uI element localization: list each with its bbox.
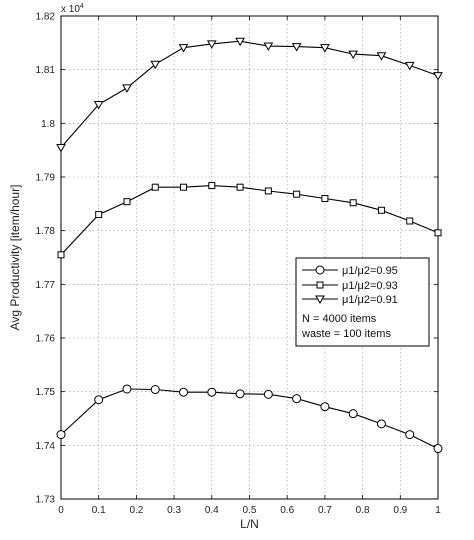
x-axis-label: L/N (240, 517, 259, 531)
data-point-triangle (291, 43, 302, 52)
y-exponent-power: 4 (80, 3, 84, 10)
data-point-circle (292, 394, 302, 404)
x-tick-label: 1 (435, 505, 441, 516)
annotation-waste: waste = 100 items (301, 328, 391, 340)
data-point-square (236, 183, 244, 191)
data-point-circle (150, 385, 160, 395)
data-point-triangle (93, 101, 104, 110)
data-point-circle (263, 389, 273, 399)
x-tick-label: 0.3 (167, 505, 181, 516)
data-point-square (123, 198, 131, 206)
data-point-square (95, 211, 103, 219)
data-point-square (377, 206, 385, 214)
y-exponent: x 104 (61, 3, 84, 15)
data-point-square (180, 183, 188, 191)
data-point-square (406, 217, 414, 225)
legend: μ1/μ2=0.95 μ1/μ2=0.93 μ1/μ2=0.91 N = 400… (295, 257, 430, 347)
y-tick-label: 1.79 (36, 173, 56, 184)
data-point-circle (56, 430, 66, 440)
y-tick-label: 1.77 (36, 280, 56, 291)
y-tick-label: 1.8 (41, 119, 55, 130)
annotation-n-items: N = 4000 items (302, 313, 377, 325)
data-point-triangle (263, 42, 274, 52)
series-line-1 (60, 185, 439, 256)
data-point-square (151, 183, 159, 191)
x-tick-labels: 0 0.1 0.2 0.3 0.4 0.5 0.6 0.7 0.8 0.9 1 (58, 505, 441, 516)
data-point-square (293, 190, 301, 198)
legend-label-1: μ1/μ2=0.93 (342, 280, 398, 292)
y-tick-labels: 1.73 1.74 1.75 1.76 1.77 1.78 1.79 1.8 1.81 1.82 (36, 12, 56, 506)
y-tick-label: 1.75 (36, 387, 56, 398)
legend-marker-circle (315, 265, 325, 275)
legend-marker-square (316, 281, 324, 289)
data-point-triangle (122, 84, 132, 93)
data-point-triangle (404, 61, 415, 71)
y-tick-label: 1.81 (36, 65, 56, 76)
data-point-triangle (178, 44, 189, 53)
y-tick-label: 1.73 (36, 495, 56, 506)
x-tick-label: 0.9 (393, 505, 407, 516)
series-layer (56, 37, 443, 454)
data-point-triangle (320, 44, 330, 53)
data-point-triangle (348, 50, 359, 60)
series-line-0 (60, 388, 439, 450)
x-tick-label: 0.6 (280, 505, 294, 516)
y-tick-label: 1.82 (36, 12, 56, 23)
data-point-square (349, 199, 357, 207)
y-axis-label: Avg Productivity [item/hour] (8, 185, 22, 331)
x-tick-label: 0.2 (129, 505, 143, 516)
data-point-circle (179, 387, 189, 397)
data-point-circle (433, 444, 443, 454)
data-point-circle (235, 389, 245, 399)
data-point-triangle (376, 52, 387, 61)
data-point-circle (376, 419, 386, 429)
series-line-2 (60, 40, 439, 148)
axis-ticks (60, 15, 439, 500)
legend-label-0: μ1/μ2=0.95 (342, 265, 398, 277)
y-tick-label: 1.74 (36, 441, 56, 452)
data-point-square (434, 229, 442, 237)
data-point-circle (122, 384, 132, 394)
data-point-circle (207, 387, 217, 397)
data-point-square (321, 194, 329, 202)
x-tick-label: 0 (58, 505, 64, 516)
legend-marker-triangle (315, 295, 325, 305)
y-tick-label: 1.76 (36, 334, 56, 345)
y-tick-label: 1.78 (36, 226, 56, 237)
data-point-circle (320, 402, 330, 412)
data-point-circle (94, 395, 104, 405)
legend-label-2: μ1/μ2=0.91 (342, 294, 398, 306)
x-tick-label: 0.7 (318, 505, 332, 516)
data-point-triangle (235, 37, 245, 47)
x-tick-label: 0.1 (92, 505, 106, 516)
x-tick-label: 0.8 (356, 505, 370, 516)
data-point-square (208, 182, 216, 190)
data-point-circle (405, 430, 415, 440)
data-point-triangle (206, 40, 217, 49)
x-tick-label: 0.4 (205, 505, 219, 516)
data-point-square (57, 251, 65, 259)
data-point-triangle (56, 143, 66, 153)
data-point-square (264, 187, 272, 195)
data-point-triangle (150, 60, 161, 70)
data-point-triangle (433, 72, 443, 81)
data-point-circle (348, 409, 358, 419)
x-tick-label: 0.5 (243, 505, 257, 516)
